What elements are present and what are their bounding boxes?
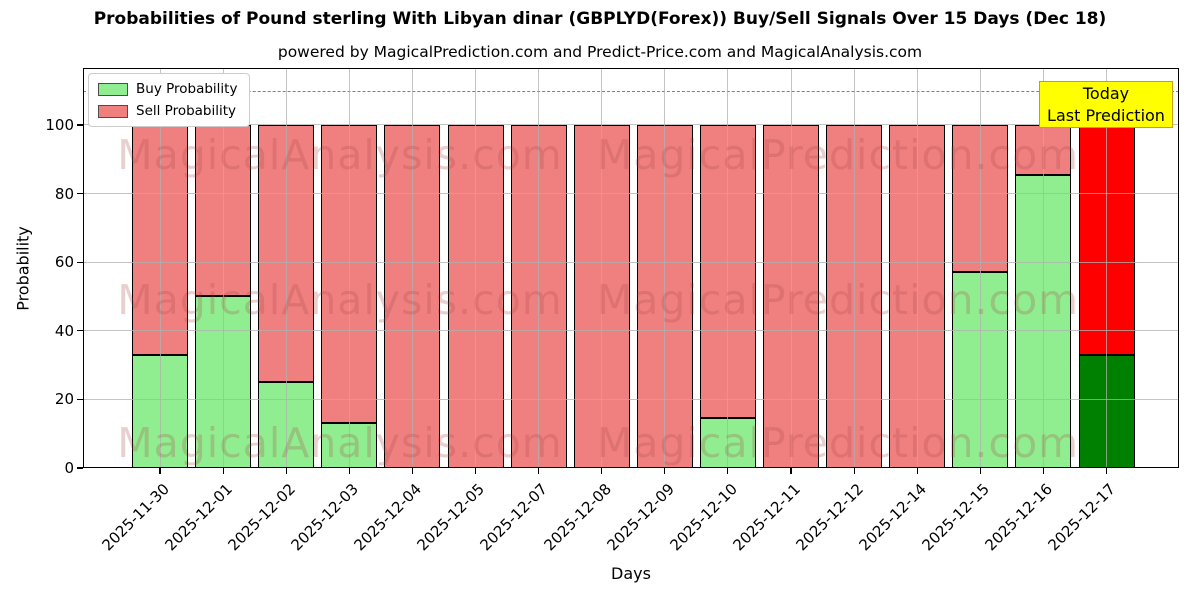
- bar-segment-sell: [195, 124, 252, 297]
- x-tick-label: 2025-12-05: [413, 480, 489, 555]
- x-tick-mark: [1105, 468, 1108, 474]
- y-tick-label: 0: [64, 459, 74, 477]
- chart-subtitle: powered by MagicalPrediction.com and Pre…: [277, 43, 923, 61]
- y-tick-label: 100: [45, 115, 74, 134]
- x-tick-mark: [222, 468, 224, 474]
- bar-segment-buy: [258, 382, 315, 468]
- x-tick-label: 2025-12-15: [918, 480, 994, 555]
- bar-segment-buy: [1078, 354, 1135, 468]
- x-tick-label: 2025-12-16: [981, 480, 1057, 555]
- y-tick-mark: [77, 192, 83, 195]
- x-tick-label: 2025-12-04: [350, 480, 426, 555]
- legend-item-sell: Sell Probability: [98, 103, 237, 119]
- x-tick-label: 2025-12-10: [666, 480, 741, 555]
- bar-segment-sell: [258, 124, 315, 383]
- bar-segment-sell: [321, 124, 378, 424]
- x-tick-label: 2025-12-12: [792, 480, 867, 555]
- x-tick-mark: [979, 468, 981, 474]
- x-tick-mark: [727, 468, 729, 474]
- bar-segment-sell: [384, 124, 441, 468]
- x-tick-mark: [1042, 468, 1044, 474]
- x-tick-mark: [601, 468, 603, 474]
- x-tick-label: 2025-12-01: [161, 480, 236, 555]
- y-tick-mark: [77, 467, 83, 469]
- bar-segment-sell: [132, 124, 188, 355]
- bar-segment-sell: [889, 124, 946, 468]
- bar-segment-sell: [699, 124, 756, 419]
- today-annotation: Today Last Prediction: [1039, 81, 1173, 128]
- bar-segment-buy: [952, 272, 1009, 468]
- x-tick-label: 2025-12-07: [476, 480, 552, 555]
- y-tick-label: 20: [54, 390, 74, 409]
- x-tick-mark: [348, 468, 350, 474]
- y-tick-mark: [77, 398, 83, 400]
- bar-segment-buy: [699, 418, 756, 468]
- x-tick-mark: [538, 468, 540, 474]
- y-tick-mark: [77, 261, 83, 263]
- chart-title: Probabilities of Pound sterling With Lib…: [93, 9, 1107, 29]
- x-tick-mark: [159, 468, 161, 474]
- bar-segment-sell: [1015, 124, 1072, 175]
- today-annotation-line2: Last Prediction: [1047, 105, 1165, 125]
- x-tick-label: 2025-11-30: [98, 480, 173, 555]
- y-tick-label: 80: [54, 184, 74, 203]
- x-axis-label: Days: [611, 564, 651, 583]
- bar-segment-sell: [1078, 124, 1135, 355]
- legend-swatch-sell-icon: [98, 104, 128, 118]
- x-tick-mark: [411, 468, 413, 474]
- y-tick-label: 40: [54, 321, 74, 340]
- x-tick-label: 2025-12-03: [287, 480, 363, 555]
- x-tick-mark: [285, 468, 287, 474]
- bar-segment-sell: [763, 124, 819, 468]
- legend-item-buy: Buy Probability: [98, 81, 237, 97]
- x-tick-label: 2025-12-14: [855, 480, 930, 555]
- bar-segment-buy: [321, 423, 378, 468]
- y-tick-mark: [77, 330, 83, 332]
- legend-label-buy: Buy Probability: [136, 81, 238, 97]
- x-tick-label: 2025-12-02: [224, 480, 299, 555]
- x-tick-label: 2025-12-17: [1044, 480, 1120, 555]
- today-annotation-line1: Today: [1082, 83, 1130, 103]
- bar-segment-sell: [510, 124, 567, 468]
- bar-segment-sell: [636, 124, 693, 468]
- bar-segment-sell: [952, 124, 1009, 273]
- y-axis-label: Probability: [13, 226, 33, 311]
- x-tick-mark: [474, 468, 477, 474]
- x-tick-mark: [853, 468, 855, 474]
- legend-label-sell: Sell Probability: [136, 103, 237, 119]
- bar-segment-sell: [447, 124, 504, 468]
- x-tick-mark: [916, 468, 918, 474]
- bar-segment-sell: [826, 124, 883, 468]
- x-tick-label: 2025-12-11: [729, 480, 804, 555]
- y-tick-mark: [77, 124, 83, 126]
- x-tick-label: 2025-12-08: [540, 480, 615, 555]
- legend-swatch-buy-icon: [98, 82, 128, 96]
- bar-segment-sell: [573, 124, 630, 468]
- bar-segment-buy: [1015, 174, 1072, 468]
- legend: Buy Probability Sell Probability: [88, 73, 251, 127]
- bar-segment-buy: [132, 354, 188, 468]
- y-tick-label: 60: [54, 253, 74, 272]
- x-tick-mark: [790, 468, 792, 474]
- x-tick-mark: [664, 468, 666, 474]
- bar-segment-buy: [195, 296, 252, 468]
